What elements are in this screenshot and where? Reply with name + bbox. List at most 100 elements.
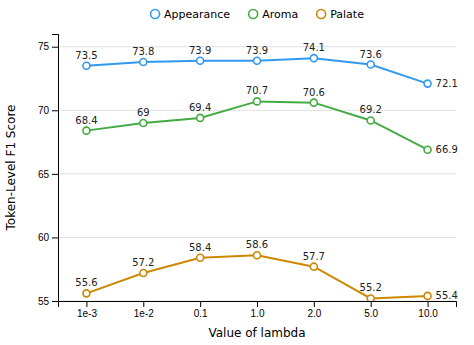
data-label: 55.4: [436, 290, 458, 301]
data-label: 55.6: [75, 277, 97, 288]
y-axis-title: Token-Level F1 Score: [4, 105, 18, 232]
grid: [58, 47, 456, 301]
data-label: 73.6: [360, 49, 382, 60]
data-label: 73.9: [189, 45, 211, 56]
y-tick: 75: [38, 41, 58, 52]
grid-line: [58, 110, 456, 111]
series-point: [310, 55, 317, 62]
x-tick: 1.0: [251, 301, 265, 319]
series-point: [140, 58, 147, 65]
x-tick-label: 1e-2: [134, 308, 154, 319]
legend-label: Aroma: [262, 8, 298, 21]
y-tick-label: 65: [38, 169, 50, 180]
series-point: [83, 62, 90, 69]
grid-line: [58, 173, 456, 174]
x-tick-label: 1.0: [251, 308, 265, 319]
series-point: [310, 99, 317, 106]
data-label: 72.1: [436, 78, 458, 89]
y-tick-label: 70: [38, 105, 50, 116]
x-axis-line: [59, 302, 457, 308]
data-label: 69.2: [360, 104, 382, 115]
y-tick-mark: [52, 47, 58, 48]
data-label: 74.1: [303, 42, 325, 53]
legend-marker: [317, 10, 326, 19]
x-tick-mark: [314, 301, 315, 307]
data-label: 73.8: [132, 46, 154, 57]
legend-item: Aroma: [249, 8, 299, 21]
data-labels: 73.5 73.8 73.9 73.9 74.1 73.6 72.1 68.4 69 69.4 70…: [75, 42, 458, 301]
x-tick-mark: [86, 301, 87, 307]
data-label: 69: [137, 107, 150, 118]
x-tick-mark: [257, 301, 258, 307]
data-label: 70.6: [303, 87, 325, 98]
legend-item: Appearance: [151, 8, 231, 21]
x-axis: 1e-3 1e-2 0.1 1.0 2.0 5.0 10.0: [59, 301, 457, 319]
grid-line: [58, 237, 456, 238]
marks: [83, 55, 431, 301]
x-tick-mark: [143, 301, 144, 307]
x-tick-mark: [371, 301, 372, 307]
y-tick: 55: [38, 296, 58, 307]
series-point: [367, 117, 374, 124]
y-tick-label: 55: [38, 296, 50, 307]
series-point: [83, 127, 90, 134]
series-point: [254, 57, 261, 64]
x-tick: 0.1: [194, 301, 208, 319]
data-label: 68.4: [75, 115, 97, 126]
series-point: [424, 80, 431, 87]
y-axis-line: [52, 35, 59, 302]
data-label: 66.9: [436, 144, 458, 155]
x-axis-title: Value of lambda: [208, 326, 305, 340]
series-point: [197, 114, 204, 121]
x-tick-mark: [200, 301, 201, 307]
legend-label: Palate: [330, 8, 364, 21]
series-line: [86, 101, 427, 149]
y-tick-label: 60: [38, 232, 50, 243]
series-line: [86, 255, 427, 298]
series-point: [140, 120, 147, 127]
x-tick-label: 2.0: [307, 308, 321, 319]
y-axis: 55 60 65 70 75: [38, 35, 59, 307]
data-label: 57.7: [303, 251, 325, 262]
x-tick: 2.0: [307, 301, 321, 319]
series-line: [86, 58, 427, 83]
y-tick-mark: [52, 174, 58, 175]
x-tick: 5.0: [364, 301, 378, 319]
x-tick: 1e-3: [77, 301, 97, 319]
series-point: [197, 57, 204, 64]
y-tick: 70: [38, 105, 58, 116]
data-label: 57.2: [132, 257, 154, 268]
chart-container: 1e-31e-20.11.02.05.010.0556065707573.573…: [0, 0, 474, 345]
series-point: [310, 263, 317, 270]
legend-marker: [249, 10, 258, 19]
legend-label: Appearance: [164, 8, 230, 21]
y-tick-label: 75: [38, 41, 50, 52]
data-label: 73.5: [75, 50, 97, 61]
x-tick-label: 1e-3: [77, 308, 97, 319]
series-point: [254, 98, 261, 105]
y-tick-mark: [52, 301, 58, 302]
series-point: [140, 270, 147, 277]
x-tick-label: 5.0: [364, 308, 378, 319]
series-point: [367, 61, 374, 68]
series-point: [424, 146, 431, 153]
x-tick-mark: [428, 301, 429, 307]
data-label: 55.2: [360, 282, 382, 293]
x-tick: 1e-2: [134, 301, 154, 319]
series-point: [367, 295, 374, 301]
legend-item: Palate: [317, 8, 364, 21]
y-tick: 65: [38, 169, 58, 180]
series-point: [254, 252, 261, 259]
data-label: 58.4: [189, 242, 211, 253]
y-tick: 60: [38, 232, 58, 243]
x-tick-label: 10.0: [418, 308, 438, 319]
plot-area: 1e-31e-20.11.02.05.010.0556065707573.573…: [38, 35, 458, 320]
y-tick-mark: [52, 237, 58, 238]
chart-svg: 1e-31e-20.11.02.05.010.0556065707573.573…: [0, 0, 474, 345]
x-tick-label: 0.1: [194, 308, 208, 319]
data-label: 58.6: [246, 239, 268, 250]
legend-marker: [151, 10, 160, 19]
y-tick-mark: [52, 110, 58, 111]
data-label: 69.4: [189, 102, 211, 113]
data-label: 73.9: [246, 45, 268, 56]
